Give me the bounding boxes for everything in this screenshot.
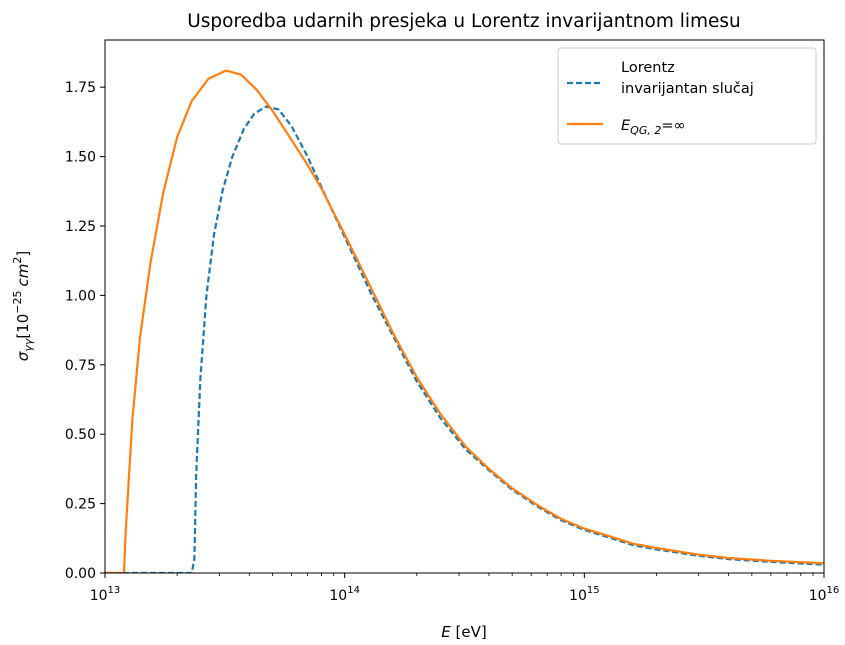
legend-box: [557, 47, 817, 145]
plot-border: [104, 39, 825, 574]
x-tick-label: 1015: [569, 585, 600, 604]
x-tick-label: 1014: [329, 585, 360, 604]
y-tick-label: 0.25: [65, 497, 96, 513]
x-axis-variable: E: [441, 623, 451, 641]
legend: Lorentz invarijantan slučaj EQG, 2=∞: [557, 47, 817, 145]
y-axis-bracket-open: [10: [14, 314, 32, 339]
legend-label-eqg-rest: =∞: [661, 118, 685, 134]
y-tick-label: 1.75: [65, 80, 96, 96]
x-axis: 1013 1014 1015 1016: [90, 573, 840, 604]
y-axis-label: σγγ[10−25 cm2]: [11, 251, 35, 361]
y-tick-label: 0.00: [65, 566, 96, 582]
legend-label-lorentz-line1: Lorentz: [621, 60, 675, 76]
x-axis-unit: [eV]: [451, 623, 487, 641]
y-tick-label: 1.50: [65, 150, 96, 166]
x-tick-label: 1013: [90, 585, 121, 604]
y-tick-label: 1.25: [65, 219, 96, 235]
x-tick-label: 1016: [809, 585, 840, 604]
series-layer: [105, 69, 824, 573]
series-lorentz-line: [105, 105, 824, 573]
y-tick-label: 1.00: [65, 288, 96, 304]
legend-label-eqg-subscript: QG, 2: [630, 124, 661, 137]
y-axis-unit-exponent: 2: [11, 257, 24, 264]
y-axis-symbol: σ: [14, 351, 32, 361]
y-axis-subscript: γγ: [22, 338, 35, 352]
y-axis-bracket-close: ]: [14, 251, 32, 257]
series-eqg-line: [105, 69, 824, 573]
y-axis: 0.00 0.25 0.50 0.75 1.00 1.25 1.50 1.75: [65, 80, 105, 582]
legend-label-lorentz: Lorentz invarijantan slučaj: [621, 60, 754, 97]
legend-label-eqg-base: E: [621, 118, 631, 134]
chart-title: Usporedba udarnih presjeka u Lorentz inv…: [187, 11, 741, 32]
y-axis-exponent: −25: [11, 291, 24, 314]
x-axis-label: E [eV]: [441, 623, 486, 641]
legend-label-lorentz-line2: invarijantan slučaj: [621, 81, 754, 97]
y-tick-label: 0.50: [65, 427, 96, 443]
legend-label-eqg: EQG, 2=∞: [621, 118, 686, 137]
y-tick-label: 0.75: [65, 358, 96, 374]
y-axis-unit: cm: [14, 264, 32, 287]
